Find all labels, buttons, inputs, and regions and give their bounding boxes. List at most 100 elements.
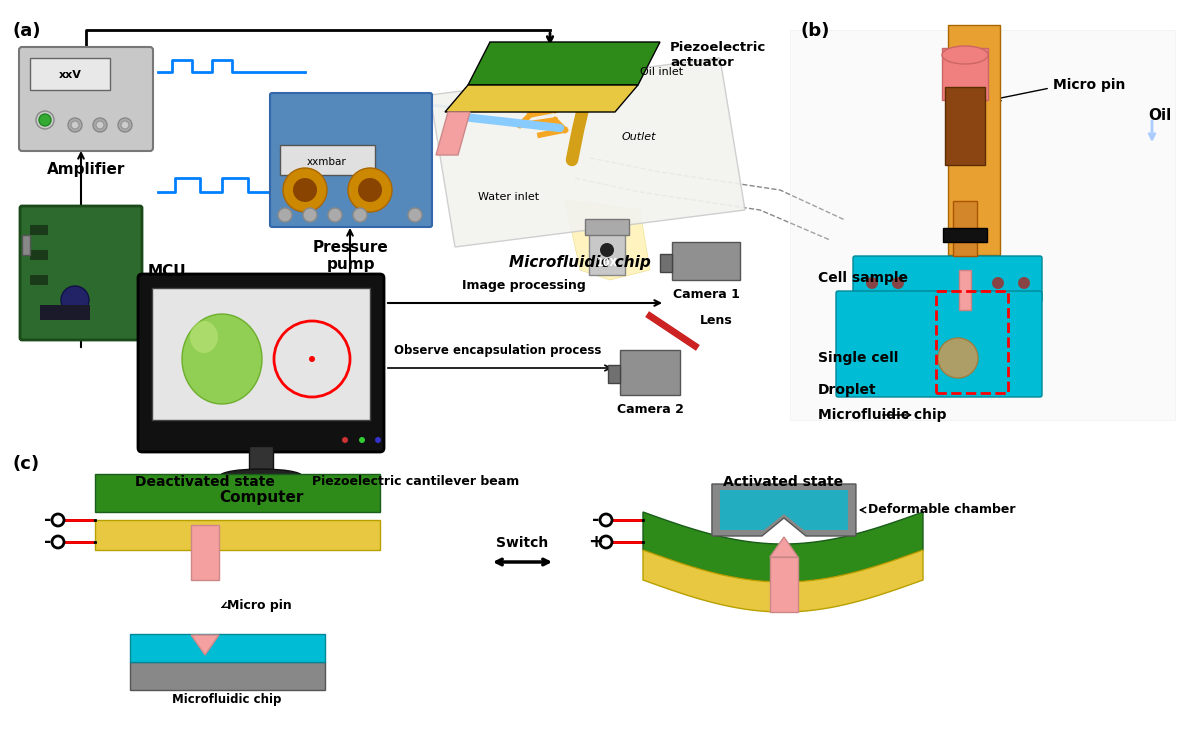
Circle shape — [278, 208, 292, 222]
Text: Microfluidic chip: Microfluidic chip — [172, 693, 282, 706]
Text: Outlet: Outlet — [623, 132, 657, 142]
Text: 10X: 10X — [596, 258, 618, 268]
Polygon shape — [446, 85, 638, 112]
Circle shape — [283, 168, 327, 212]
Circle shape — [52, 536, 64, 548]
Circle shape — [93, 118, 107, 132]
Text: +: + — [588, 533, 604, 551]
Circle shape — [68, 118, 82, 132]
Text: Micro pin: Micro pin — [1053, 78, 1125, 92]
Polygon shape — [712, 484, 855, 536]
Polygon shape — [436, 112, 470, 155]
Text: MCU: MCU — [148, 265, 187, 280]
Bar — [661, 254, 672, 272]
Circle shape — [866, 277, 878, 289]
Bar — [770, 557, 798, 612]
Ellipse shape — [220, 469, 302, 483]
Bar — [620, 350, 680, 395]
Text: Droplet: Droplet — [819, 383, 877, 397]
Text: Piezoelectric
actuator: Piezoelectric actuator — [670, 41, 766, 69]
Text: Deactivated state: Deactivated state — [135, 475, 274, 489]
FancyBboxPatch shape — [270, 93, 432, 227]
FancyBboxPatch shape — [853, 256, 1042, 302]
Circle shape — [328, 208, 342, 222]
Text: xxV: xxV — [58, 70, 82, 80]
Polygon shape — [468, 42, 661, 85]
Circle shape — [39, 114, 51, 126]
Bar — [95, 474, 380, 512]
Bar — [95, 520, 380, 550]
Circle shape — [358, 178, 383, 202]
Ellipse shape — [942, 46, 988, 64]
Text: (a): (a) — [12, 22, 40, 40]
Text: Amplifier: Amplifier — [46, 162, 125, 177]
Text: -: - — [44, 511, 52, 529]
Polygon shape — [430, 58, 745, 247]
Circle shape — [96, 121, 105, 129]
Bar — [30, 275, 48, 285]
Bar — [40, 305, 90, 320]
Bar — [943, 228, 987, 242]
Bar — [23, 235, 30, 255]
Bar — [280, 145, 375, 175]
Bar — [584, 219, 628, 235]
Text: -: - — [593, 511, 600, 529]
Text: (c): (c) — [12, 455, 39, 473]
Polygon shape — [720, 490, 848, 530]
Text: Oil: Oil — [1148, 108, 1171, 123]
Text: Camera 2: Camera 2 — [617, 403, 683, 416]
Text: Single cell: Single cell — [819, 351, 898, 365]
Circle shape — [600, 514, 612, 526]
Bar — [959, 270, 971, 310]
Text: Water inlet: Water inlet — [478, 192, 539, 202]
Text: Microfluidic chip: Microfluidic chip — [819, 408, 947, 422]
Polygon shape — [790, 30, 1175, 420]
Bar — [249, 446, 273, 470]
Circle shape — [892, 277, 904, 289]
Bar — [936, 291, 1007, 393]
FancyBboxPatch shape — [836, 291, 1042, 397]
Polygon shape — [643, 512, 923, 582]
Circle shape — [118, 118, 132, 132]
Text: Observe encapsulation process: Observe encapsulation process — [394, 344, 601, 357]
Text: Microfluidic chip: Microfluidic chip — [510, 255, 651, 270]
Circle shape — [71, 121, 78, 129]
Text: Micro pin: Micro pin — [227, 599, 292, 611]
Bar — [191, 525, 219, 580]
Ellipse shape — [182, 314, 263, 404]
Bar — [944, 87, 985, 165]
Text: Computer: Computer — [219, 490, 303, 505]
Circle shape — [407, 208, 422, 222]
Polygon shape — [565, 200, 650, 280]
Circle shape — [121, 121, 129, 129]
FancyBboxPatch shape — [20, 206, 143, 340]
Bar — [948, 25, 1000, 255]
Circle shape — [303, 208, 317, 222]
Text: Pressure
pump: Pressure pump — [314, 240, 388, 272]
Bar — [30, 225, 48, 235]
FancyBboxPatch shape — [138, 274, 384, 452]
Circle shape — [375, 437, 381, 443]
Text: Lens: Lens — [700, 314, 733, 326]
Ellipse shape — [190, 321, 219, 353]
Text: Oil inlet: Oil inlet — [640, 67, 683, 77]
Bar — [30, 58, 110, 90]
Bar — [608, 365, 620, 383]
Text: Switch: Switch — [495, 536, 548, 550]
Circle shape — [293, 178, 317, 202]
Text: xxmbar: xxmbar — [308, 157, 347, 167]
FancyBboxPatch shape — [19, 47, 153, 151]
Text: (b): (b) — [800, 22, 829, 40]
Circle shape — [52, 514, 64, 526]
Text: Camera 1: Camera 1 — [672, 288, 739, 301]
Circle shape — [353, 208, 367, 222]
Text: Piezoelectric cantilever beam: Piezoelectric cantilever beam — [312, 475, 519, 488]
Circle shape — [342, 437, 348, 443]
Bar — [953, 201, 977, 256]
Bar — [129, 662, 326, 690]
Text: Activated state: Activated state — [723, 475, 843, 489]
Circle shape — [359, 437, 365, 443]
Circle shape — [1018, 277, 1030, 289]
Text: Image processing: Image processing — [462, 279, 586, 292]
Text: -: - — [44, 533, 52, 551]
